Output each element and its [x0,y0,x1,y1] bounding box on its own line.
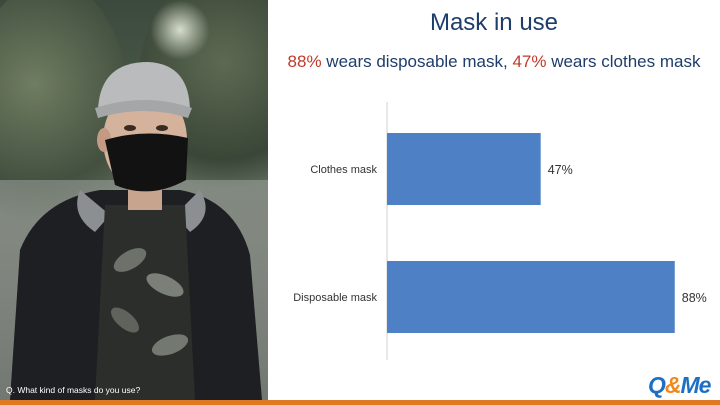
person-figure [10,62,262,400]
subtitle-disposable-percent: 88% [287,52,322,71]
category-label: Clothes mask [310,164,377,176]
subtitle-text-1: wears disposable mask, [321,52,513,71]
qandme-logo: Q&Me [648,372,711,398]
subtitle-text-2: wears clothes mask [546,52,701,71]
accent-bar [0,400,720,405]
bar-chart: Clothes mask 47% Disposable mask 88% [293,102,707,360]
value-label: 88% [682,291,707,305]
chart-subtitle: 88% wears disposable mask, 47% wears clo… [268,52,720,72]
subtitle-clothes-percent: 47% [512,52,547,71]
bar-disposable-mask [387,261,675,333]
survey-question: Q. What kind of masks do you use? [6,385,141,395]
background-light [150,0,210,60]
category-label: Disposable mask [293,292,377,304]
chart-title: Mask in use [429,9,559,36]
person-photo [0,0,268,400]
bar-clothes-mask [387,133,541,205]
value-label: 47% [548,163,573,177]
